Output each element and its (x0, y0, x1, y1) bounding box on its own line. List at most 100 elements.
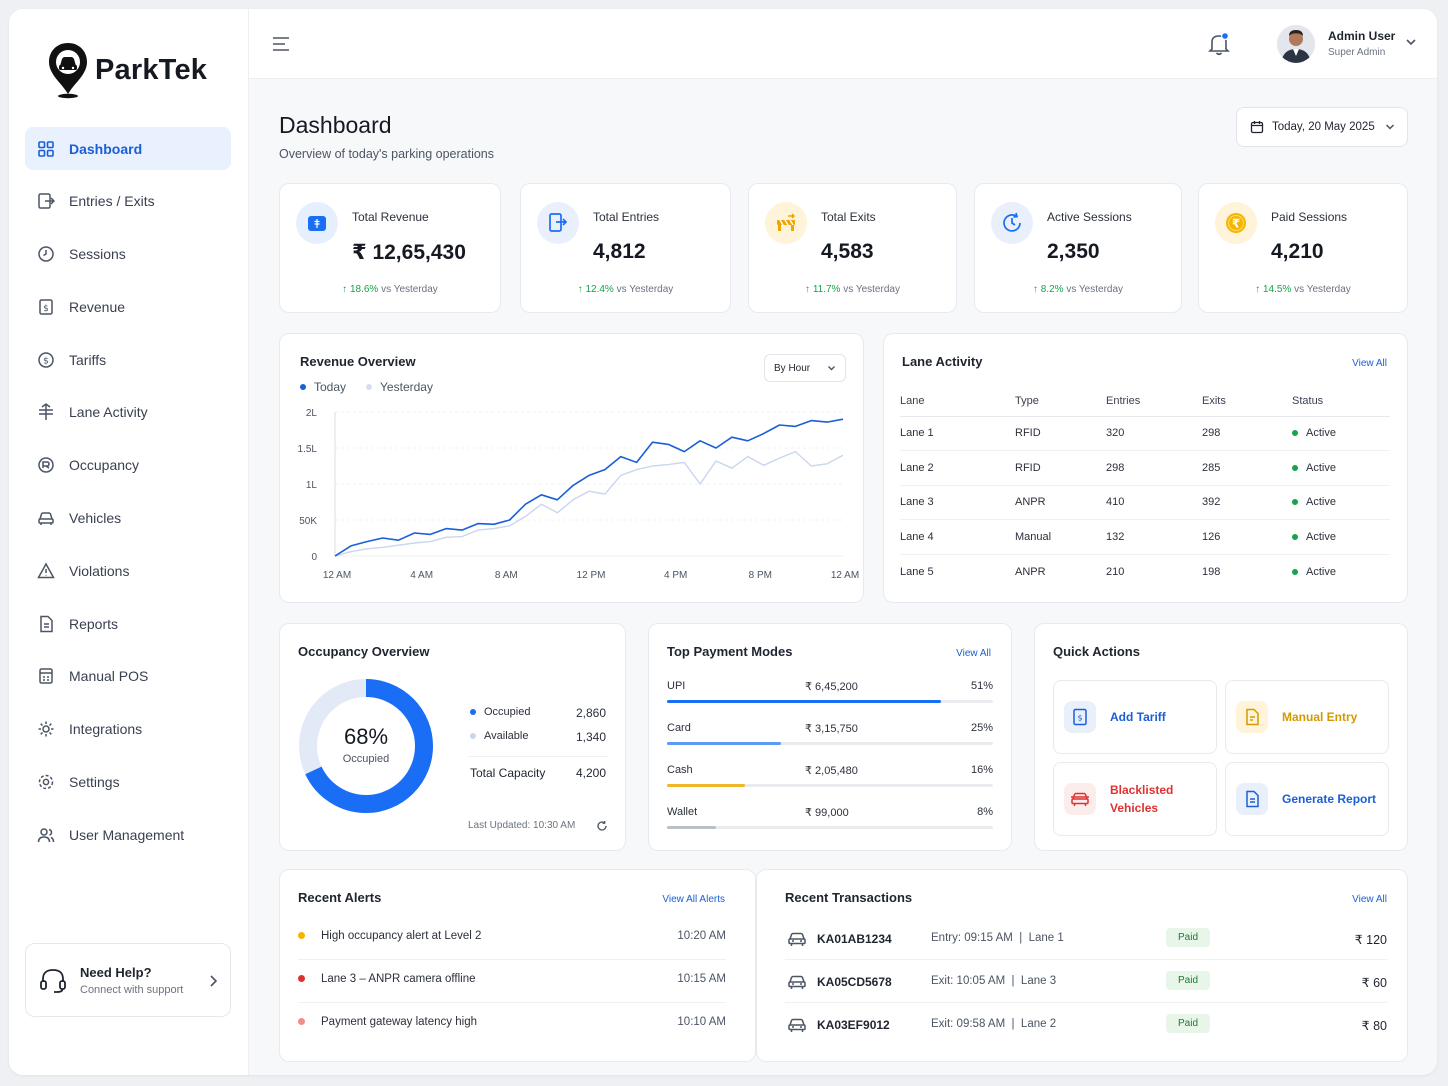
table-row[interactable]: Lane 1 RFID 320 298 Active (900, 416, 1390, 451)
transactions-view-all-link[interactable]: View All (1352, 894, 1387, 905)
stat-card-total-revenue[interactable]: Total Revenue ₹ 12,65,430 ↑ 18.6% vs Yes… (279, 183, 501, 313)
transaction-row[interactable]: KA03EF9012 Exit: 09:58 AM | Lane 2 Paid ₹ 8… (785, 1014, 1387, 1038)
status-badge: Paid (1166, 1014, 1211, 1033)
notifications-button[interactable] (1207, 31, 1231, 57)
table-row[interactable]: Lane 5 ANPR 210 198 Active (900, 554, 1390, 589)
table-cell: Lane 3 (900, 485, 1015, 520)
table-cell: Lane 5 (900, 565, 934, 578)
menu-toggle-button[interactable] (271, 34, 291, 54)
payment-mode-amount: ₹ 3,15,750 (805, 723, 858, 735)
stat-card-total-exits[interactable]: Total Exits 4,583 ↑ 11.7% vs Yesterday (748, 183, 957, 313)
quick-actions-title: Quick Actions (1053, 644, 1140, 659)
column-header: Status (1292, 386, 1390, 417)
sidebar-item-tariffs[interactable]: $ Tariffs (25, 338, 231, 381)
sidebar-item-entries-exits[interactable]: Entries / Exits (25, 180, 231, 223)
sidebar-item-occupancy[interactable]: Occupancy (25, 444, 231, 487)
sidebar-item-label: Manual POS (69, 668, 149, 685)
y-tick-label: 0 (311, 552, 317, 563)
payment-mode-row[interactable]: UPI ₹ 6,45,200 51% (667, 680, 993, 703)
occupancy-legend-occupied: Occupied 2,860 (470, 706, 606, 720)
app-logo[interactable]: ParkTek (47, 41, 207, 99)
table-row[interactable]: Lane 4 Manual 132 126 Active (900, 519, 1390, 555)
stat-card-paid-sessions[interactable]: ₹ Paid Sessions 4,210 ↑ 14.5% vs Yesterd… (1198, 183, 1408, 313)
series-line-yesterday (334, 450, 844, 557)
date-label: Today, 20 May 2025 (1272, 121, 1375, 133)
table-cell: 298 (1202, 416, 1292, 451)
column-header: Entries (1106, 386, 1202, 417)
x-tick-label: 4 PM (664, 570, 687, 581)
period-label: By Hour (774, 362, 811, 374)
sidebar-item-label: Occupancy (69, 457, 140, 474)
transaction-row[interactable]: KA01AB1234 Entry: 09:15 AM | Lane 1 Paid ₹ … (785, 928, 1387, 952)
last-updated-label: Last Updated: 10:30 AM (468, 820, 576, 831)
legend-marker (470, 733, 476, 740)
quick-actions-card: Quick Actions $ Add Tariff Manual Entry … (1034, 623, 1408, 851)
table-row[interactable]: Lane 3 ANPR 410 392 Active (900, 485, 1390, 520)
alert-row[interactable]: Payment gateway latency high 10:10 AM (298, 1016, 726, 1028)
lane-activity-card: Lane Activity View All Lane Type Entries… (883, 333, 1408, 603)
sidebar-item-label: Lane Activity (69, 404, 148, 421)
sidebar-item-user-management[interactable]: User Management (25, 813, 231, 856)
sidebar-item-dashboard[interactable]: Dashboard (25, 127, 231, 170)
payment-mode-row[interactable]: Wallet ₹ 99,000 8% (667, 806, 993, 829)
period-select[interactable]: By Hour (764, 354, 846, 382)
lane-activity-view-all-link[interactable]: View All (1352, 358, 1387, 369)
payment-modes-view-all-link[interactable]: View All (956, 648, 991, 659)
column-header: Type (1015, 386, 1106, 417)
car-icon (788, 1018, 806, 1032)
sidebar-item-label: Dashboard (69, 140, 143, 157)
table-row[interactable]: Lane 2 RFID 298 285 Active (900, 450, 1390, 486)
sidebar-item-integrations[interactable]: Integrations (25, 708, 231, 751)
sidebar-item-settings[interactable]: Settings (25, 761, 231, 804)
table-cell: 410 (1106, 485, 1202, 520)
alert-row[interactable]: High occupancy alert at Level 2 10:20 AM (298, 930, 726, 942)
add-tariff-button[interactable]: $ Add Tariff (1053, 680, 1217, 754)
generate-report-button[interactable]: Generate Report (1225, 762, 1389, 836)
payment-mode-percent: 25% (970, 722, 993, 734)
payment-mode-percent: 16% (970, 764, 993, 776)
table-cell: 198 (1202, 565, 1221, 578)
progress-track (667, 784, 993, 787)
table-cell: Lane 1 (900, 416, 1015, 451)
blacklisted-vehicles-button[interactable]: Blacklisted Vehicles (1053, 762, 1217, 836)
need-help-card[interactable]: Need Help? Connect with support (25, 943, 231, 1017)
pos-icon (37, 667, 55, 685)
manual-entry-button[interactable]: Manual Entry (1225, 680, 1389, 754)
users-icon (37, 826, 55, 844)
stat-card-active-sessions[interactable]: Active Sessions 2,350 ↑ 8.2% vs Yesterda… (974, 183, 1182, 313)
refresh-button[interactable] (596, 819, 610, 833)
sidebar-item-label: Entries / Exits (69, 193, 155, 210)
payment-mode-row[interactable]: Card ₹ 3,15,750 25% (667, 722, 993, 745)
sidebar-item-sessions[interactable]: Sessions (25, 233, 231, 276)
occupancy-title: Occupancy Overview (298, 644, 430, 659)
alert-row[interactable]: Lane 3 – ANPR camera offline 10:15 AM (298, 973, 726, 985)
sidebar-nav: Dashboard Entries / Exits Sessions $ Rev… (25, 127, 231, 866)
sidebar-item-revenue[interactable]: $ Revenue (25, 285, 231, 328)
status-cell: Active (1292, 519, 1390, 555)
occupancy-donut-chart (299, 679, 433, 813)
legend-yesterday: Yesterday (380, 380, 433, 394)
sidebar-item-reports[interactable]: Reports (25, 602, 231, 645)
sidebar-item-vehicles[interactable]: Vehicles (25, 497, 231, 540)
view-all-alerts-link[interactable]: View All Alerts (662, 894, 725, 905)
progress-track (667, 700, 993, 703)
table-cell: Lane 2 (900, 450, 1015, 486)
date-picker[interactable]: Today, 20 May 2025 (1236, 107, 1408, 147)
divider (785, 1002, 1387, 1003)
transaction-amount: ₹ 120 (1354, 933, 1387, 947)
payment-mode-row[interactable]: Cash ₹ 2,05,480 16% (667, 764, 993, 787)
payment-mode-percent: 51% (970, 680, 993, 692)
sidebar-item-manual-pos[interactable]: Manual POS (25, 655, 231, 698)
occupancy-center-label: Occupied (342, 753, 390, 765)
car-icon (788, 975, 806, 989)
sidebar-item-violations[interactable]: Violations (25, 549, 231, 592)
stat-card-total-entries[interactable]: Total Entries 4,812 ↑ 12.4% vs Yesterday (520, 183, 731, 313)
main-content: Dashboard Overview of today's parking op… (249, 79, 1437, 1075)
transaction-row[interactable]: KA05CD5678 Exit: 10:05 AM | Lane 3 Paid ₹ 6… (785, 971, 1387, 995)
sidebar-item-lane-activity[interactable]: Lane Activity (25, 391, 231, 434)
user-role: Super Admin (1328, 47, 1386, 58)
sidebar-item-label: Tariffs (69, 351, 107, 368)
generate-report-label: Generate Report (1282, 792, 1377, 806)
user-menu[interactable]: Admin User Super Admin (1277, 25, 1427, 65)
stat-label: Total Entries (593, 210, 660, 224)
